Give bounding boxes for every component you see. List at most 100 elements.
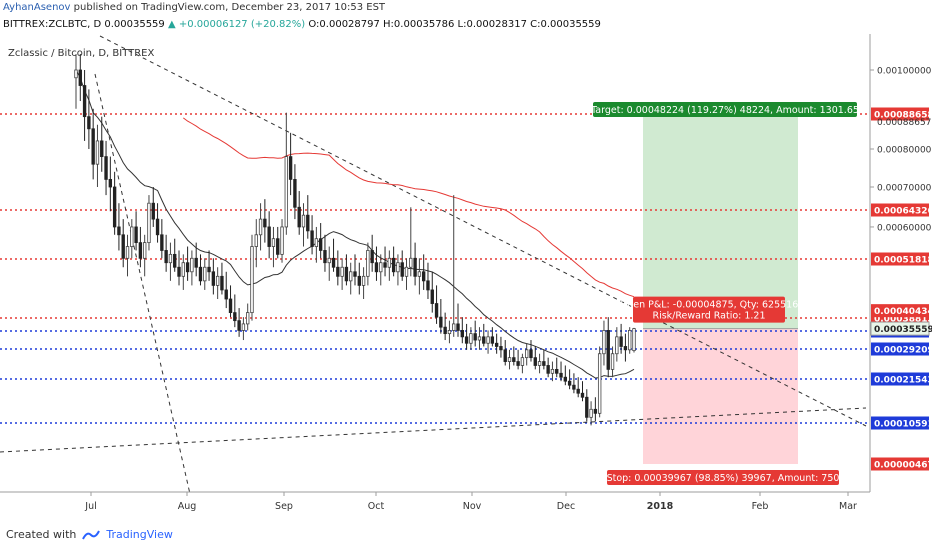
level-price-tag-bg: [871, 372, 929, 386]
candle: [417, 258, 422, 295]
ascending-trendline: [0, 407, 867, 453]
price-tag-text: 0.00040434: [874, 307, 932, 317]
candle: [177, 250, 181, 286]
candle-body: [142, 242, 147, 259]
candle-body: [473, 333, 477, 341]
pnl-label-text: Open P&L: -0.00004875, Qty: 625516: [620, 300, 799, 311]
candle-body: [211, 271, 216, 286]
candle: [147, 195, 151, 251]
candle: [207, 250, 211, 281]
level-price-tag: 0.00088658: [871, 107, 932, 121]
time-axis[interactable]: Jul Aug Sep Oct Nov Dec 2018 Feb Mar: [84, 492, 857, 512]
candle-body: [190, 257, 194, 273]
candle: [606, 317, 610, 378]
candle: [469, 327, 473, 350]
candle: [580, 381, 585, 402]
candle: [100, 116, 104, 172]
candle: [95, 124, 100, 187]
candle: [370, 234, 374, 272]
candle: [82, 70, 87, 141]
candle-body: [117, 226, 121, 236]
candle: [331, 238, 336, 272]
candle-body: [155, 218, 160, 236]
candle: [439, 299, 443, 334]
candle: [78, 54, 82, 102]
candle: [301, 203, 306, 247]
candle-body: [572, 384, 576, 390]
candle-body: [173, 253, 177, 268]
candle: [258, 203, 263, 251]
x-tick-label: Dec: [557, 501, 575, 512]
candle-body: [228, 298, 233, 314]
target-label-bg: [593, 102, 857, 117]
tradingview-brand[interactable]: TradingView: [106, 528, 173, 541]
candle: [246, 303, 250, 331]
candle: [529, 340, 533, 362]
candle-body: [499, 346, 503, 351]
candle: [151, 187, 155, 227]
candle-body: [306, 214, 310, 232]
candle: [121, 219, 125, 268]
candle: [413, 242, 417, 286]
candle-body: [241, 323, 246, 331]
candle-body: [576, 388, 580, 394]
candle-body: [383, 262, 387, 268]
candle: [108, 156, 113, 212]
candle-body: [185, 262, 190, 273]
candle-body: [529, 349, 533, 359]
candle: [499, 336, 503, 358]
candle: [327, 246, 331, 281]
candle-body: [409, 257, 413, 268]
level-price-tag: 0.00064326: [871, 203, 932, 217]
chart-area[interactable]: Target: 0.00048224 (119.27%) 48224, Amou…: [0, 34, 932, 514]
candle-body: [87, 116, 91, 130]
price-chart[interactable]: Target: 0.00048224 (119.27%) 48224, Amou…: [0, 34, 932, 514]
level-price-tag-bg: [871, 342, 929, 356]
horizontal-levels: [0, 113, 870, 424]
candle-body: [430, 289, 434, 304]
candle: [585, 389, 589, 422]
price-tag-text: 0.00000467: [874, 461, 932, 471]
trend-lines: [0, 35, 867, 495]
candle-body: [276, 238, 280, 255]
candle: [456, 303, 460, 337]
candle: [74, 54, 78, 109]
y-tick-label: 0.00070000: [877, 184, 932, 194]
candle: [91, 108, 95, 180]
price-axis[interactable]: 0.00100000 0.00080000 0.00070000 0.00060000…: [870, 67, 932, 471]
candle: [464, 323, 469, 350]
pnl-label: Open P&L: -0.00004875, Qty: 625516Risk/R…: [620, 296, 799, 323]
candle: [125, 234, 130, 277]
candle: [610, 346, 615, 378]
y-tick-label: 0.00060000: [877, 223, 932, 233]
candle-body: [623, 346, 628, 351]
candle-body: [619, 336, 623, 347]
price-tag: 0.00040434: [871, 304, 932, 318]
candle-body: [404, 266, 409, 277]
candle: [314, 226, 319, 263]
candle: [589, 401, 593, 426]
sma-long-line: [183, 117, 635, 298]
candle-body: [293, 178, 297, 208]
candle-body: [456, 323, 460, 331]
candle: [546, 357, 550, 378]
candle-body: [361, 275, 366, 286]
level-price-tag-text: 0.00088658: [874, 111, 932, 121]
candle: [396, 254, 400, 286]
candle-body: [589, 408, 593, 418]
candle: [117, 203, 121, 251]
author-link[interactable]: AyhanAsenov: [3, 2, 71, 13]
stop-label: Stop: 0.00039967 (98.85%) 39967, Amount:…: [607, 470, 839, 485]
candle-body: [464, 336, 469, 344]
candle: [421, 254, 426, 290]
candle-body: [340, 266, 344, 277]
candle-body: [263, 218, 267, 228]
candle-body: [413, 257, 417, 277]
candle-body: [391, 257, 396, 273]
candle-body: [567, 380, 572, 386]
candle-body: [507, 357, 512, 362]
candle-body: [357, 275, 361, 286]
candle-body: [460, 330, 464, 338]
x-tick-label: Nov: [463, 501, 482, 512]
candle: [353, 254, 357, 286]
